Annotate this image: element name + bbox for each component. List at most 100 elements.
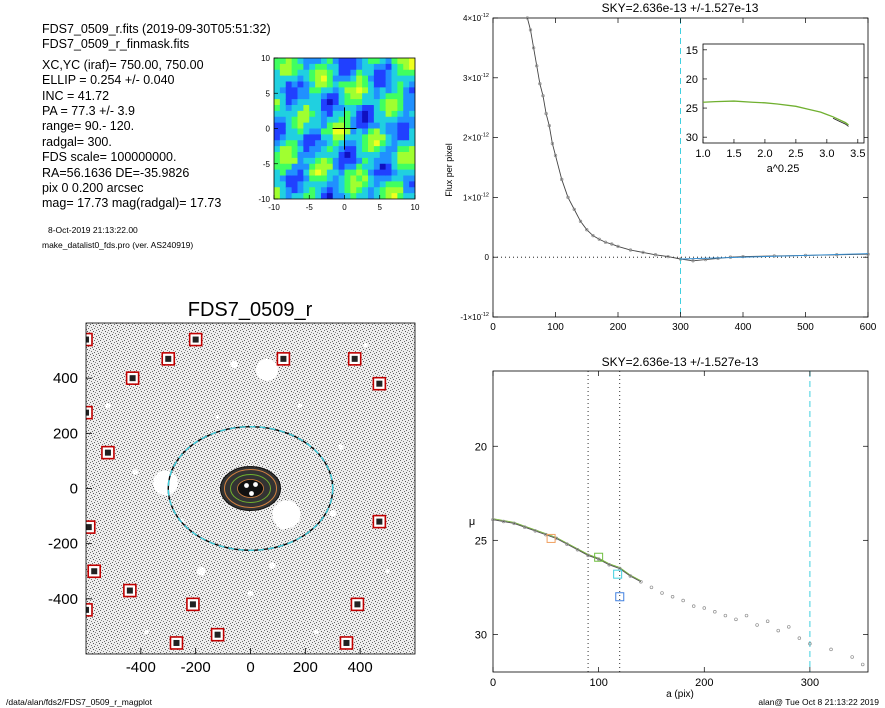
- residual-cell: [321, 75, 328, 83]
- residual-cell: [385, 169, 393, 177]
- residual-cell: [297, 128, 304, 135]
- residual-cell: [338, 175, 346, 182]
- residual-cell: [350, 63, 357, 71]
- core-spot: [253, 482, 258, 487]
- residual-cell: [321, 128, 328, 135]
- residual-cell: [309, 128, 316, 135]
- x-tick-label: 0: [342, 203, 347, 212]
- residual-cell: [403, 81, 410, 88]
- residual-cell: [279, 122, 287, 130]
- residual-cell: [362, 187, 369, 194]
- residual-cell: [274, 163, 281, 171]
- residual-cell: [279, 81, 287, 88]
- residual-cell: [373, 134, 381, 141]
- residual-cell: [291, 122, 299, 130]
- residual-cell: [344, 93, 351, 100]
- residual-cell: [315, 122, 322, 130]
- sky-point: [866, 252, 870, 256]
- sky-point: [553, 153, 558, 158]
- residual-cell: [356, 69, 363, 77]
- residual-cell: [368, 99, 375, 106]
- residual-cell: [297, 110, 304, 118]
- mask-star: [86, 606, 89, 613]
- residual-cell: [385, 105, 393, 112]
- y-tick-base: 1×10: [463, 193, 482, 202]
- residual-cell: [274, 152, 281, 159]
- residual-cell: [279, 116, 287, 124]
- residual-cell: [291, 146, 299, 153]
- residual-cell: [303, 169, 310, 177]
- x-tick-label: 500: [797, 322, 814, 333]
- residual-cell: [285, 69, 293, 77]
- residual-cell: [403, 146, 410, 153]
- residual-cell: [303, 81, 310, 88]
- residual-cell: [321, 122, 328, 130]
- residual-cell: [321, 163, 328, 171]
- mask-star: [104, 449, 111, 456]
- residual-cell: [321, 193, 328, 199]
- x-tick-label: 2.5: [788, 148, 803, 160]
- masked-star: [255, 358, 278, 381]
- residual-cell: [326, 169, 334, 177]
- residual-cell: [332, 175, 340, 182]
- residual-cell: [409, 181, 415, 188]
- info-line: radgal= 300.: [42, 134, 112, 149]
- residual-cell: [379, 110, 387, 118]
- residual-cell: [391, 128, 398, 135]
- residual-cell: [368, 163, 375, 171]
- residual-cell: [309, 134, 316, 141]
- residual-cell: [368, 157, 375, 165]
- residual-cell: [373, 105, 381, 112]
- residual-cell: [409, 146, 415, 153]
- residual-cell: [362, 63, 369, 71]
- sky-point: [535, 64, 539, 68]
- residual-cell: [297, 134, 304, 141]
- residual-cell: [362, 163, 369, 171]
- residual-cell: [391, 63, 398, 71]
- residual-cell: [279, 169, 287, 177]
- residual-cell: [309, 93, 316, 100]
- residual-cell: [350, 163, 357, 171]
- sky-point: [550, 141, 555, 146]
- y-tick-label: -200: [48, 536, 78, 553]
- residual-cell: [344, 181, 351, 188]
- residual-cell: [397, 140, 404, 147]
- residual-cell: [385, 175, 393, 182]
- residual-cell: [303, 134, 310, 141]
- residual-cell: [279, 93, 287, 100]
- residual-cell: [368, 93, 375, 100]
- residual-cell: [338, 146, 346, 153]
- residual-cell: [326, 81, 334, 88]
- residual-cell: [409, 105, 415, 112]
- residual-cell: [391, 152, 398, 159]
- sky-point: [578, 219, 583, 223]
- residual-cell: [315, 163, 322, 171]
- residual-cell: [344, 63, 351, 71]
- residual-cell: [321, 140, 328, 147]
- residual-cell: [326, 75, 334, 83]
- residual-cell: [397, 181, 404, 188]
- residual-cell: [391, 116, 398, 124]
- residual-cell: [373, 58, 381, 65]
- info-line: mag= 17.73 mag(radgal)= 17.73: [42, 196, 222, 211]
- residual-cell: [321, 105, 328, 112]
- residual-cell: [379, 193, 387, 199]
- residual-cell: [368, 152, 375, 159]
- residual-cell: [321, 187, 328, 194]
- residual-cell: [373, 99, 381, 106]
- sky-point: [741, 254, 745, 259]
- residual-cell: [332, 193, 340, 199]
- x-tick-label: -200: [181, 659, 211, 676]
- residual-cell: [403, 134, 410, 141]
- mask-star: [189, 601, 196, 608]
- residual-cell: [285, 116, 293, 124]
- residual-cell: [356, 134, 363, 141]
- residual-cell: [397, 175, 404, 182]
- residual-cell: [403, 58, 410, 65]
- residual-cell: [350, 193, 357, 199]
- residual-cell: [297, 163, 304, 171]
- mu-point: [755, 623, 759, 627]
- core-spot: [244, 483, 249, 488]
- sky-point: [531, 46, 536, 50]
- residual-cell: [332, 63, 340, 71]
